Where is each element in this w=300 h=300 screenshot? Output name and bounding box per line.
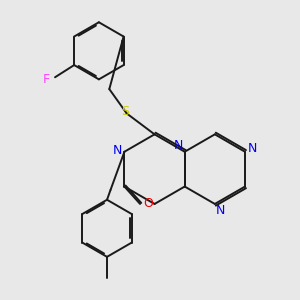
Text: N: N <box>215 204 225 217</box>
Text: N: N <box>113 143 122 157</box>
Text: N: N <box>174 139 183 152</box>
Text: S: S <box>121 105 129 118</box>
Text: N: N <box>247 142 256 155</box>
Text: O: O <box>143 197 153 210</box>
Text: F: F <box>43 73 50 85</box>
